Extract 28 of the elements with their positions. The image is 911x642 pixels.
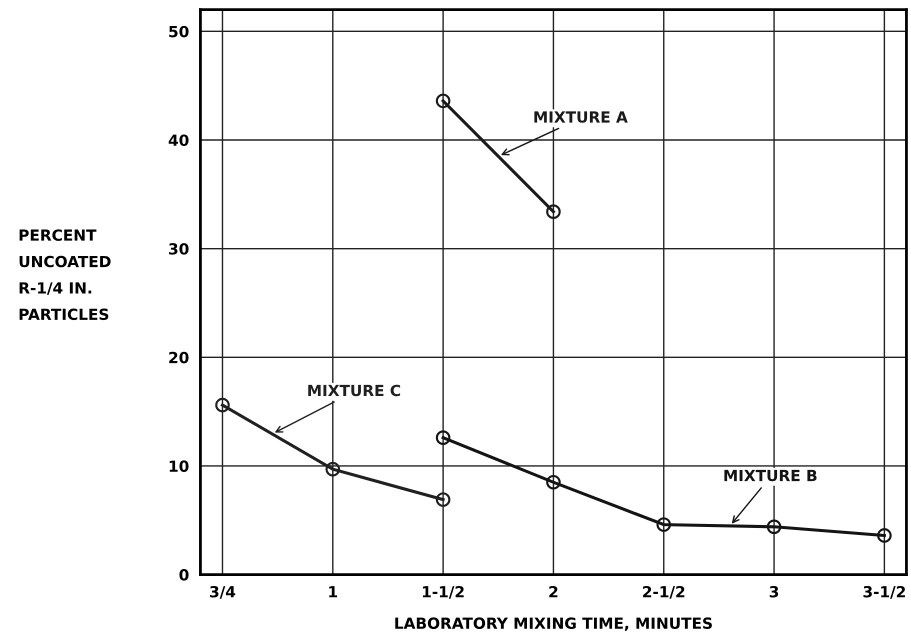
point bbox=[877, 528, 892, 543]
point bbox=[436, 430, 450, 445]
point bbox=[766, 519, 782, 534]
point bbox=[215, 398, 230, 412]
point bbox=[546, 474, 561, 490]
text: MIXTURE C bbox=[308, 384, 400, 396]
y-tick-label: 0 bbox=[179, 569, 189, 581]
x-tick-label: 3 bbox=[770, 586, 778, 598]
x-tick-label: 3-1/2 bbox=[864, 586, 905, 599]
x-axis-title: LABORATORY MIXING TIME, MINUTES bbox=[395, 617, 712, 631]
point bbox=[436, 94, 450, 108]
point bbox=[436, 492, 450, 507]
text: MIXTURE A bbox=[534, 111, 628, 123]
x-tick-label: 3/4 bbox=[210, 586, 236, 599]
point bbox=[546, 204, 561, 220]
x-tick-label: 1 bbox=[329, 586, 338, 598]
y-tick-label: 40 bbox=[168, 134, 189, 146]
y-tick-label: 20 bbox=[169, 352, 189, 364]
y-tick-label: 50 bbox=[169, 26, 189, 38]
y-axis-title: PERCENT UNCOATED R-1/4 IN. PARTICLES bbox=[20, 229, 111, 320]
y-tick-label: 30 bbox=[169, 243, 189, 255]
text: MIXTURE B bbox=[724, 470, 817, 482]
x-tick-label: 1-1/2 bbox=[422, 586, 464, 599]
point bbox=[656, 517, 672, 532]
point bbox=[326, 462, 340, 476]
y-tick-label: 10 bbox=[170, 460, 189, 472]
x-tick-label: 2 bbox=[549, 586, 558, 598]
x-tick-label: 2-1/2 bbox=[643, 586, 684, 599]
